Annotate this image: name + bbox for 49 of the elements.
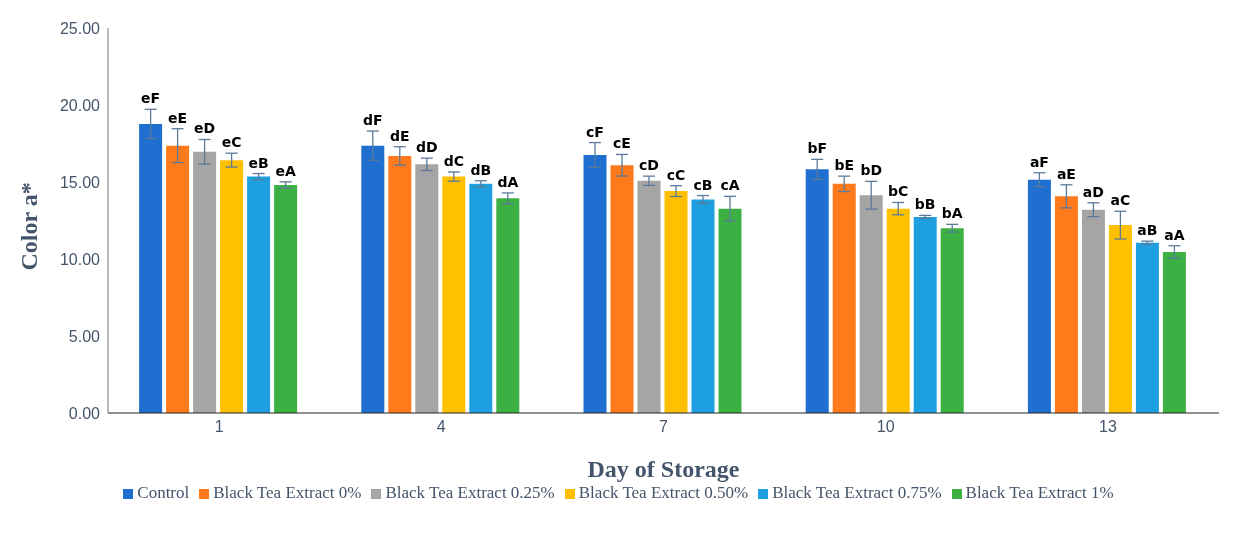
- x-tick-label: 13: [1099, 418, 1117, 436]
- data-label: dE: [390, 127, 410, 144]
- data-label: dF: [363, 112, 383, 129]
- data-label: cA: [720, 177, 740, 194]
- data-label: cE: [613, 135, 631, 152]
- legend-label: Black Tea Extract 1%: [965, 483, 1114, 502]
- x-axis-title: Day of Storage: [587, 456, 740, 482]
- data-label: cD: [639, 157, 659, 174]
- legend-label: Black Tea Extract 0.75%: [772, 483, 942, 502]
- data-label: bB: [914, 196, 936, 213]
- data-label: bE: [834, 157, 854, 174]
- data-label: bA: [941, 205, 963, 222]
- legend-label: Black Tea Extract 0.50%: [578, 483, 749, 502]
- y-tick-label: 5.00: [68, 327, 101, 345]
- data-label: eA: [275, 162, 296, 179]
- y-tick-label: 10.00: [59, 250, 101, 268]
- data-label: cC: [666, 166, 686, 183]
- data-label: aA: [1164, 226, 1185, 243]
- x-tick-label: 4: [436, 418, 446, 436]
- x-tick-label: 1: [214, 418, 224, 436]
- data-label: cF: [586, 123, 604, 140]
- data-label: aE: [1056, 165, 1076, 182]
- data-label: eE: [168, 109, 188, 126]
- data-label: bC: [888, 183, 909, 200]
- y-tick-label: 15.00: [59, 173, 101, 191]
- data-label: eF: [141, 90, 161, 107]
- data-label: dD: [415, 139, 438, 156]
- y-axis-title: Color a*: [15, 182, 42, 271]
- data-label: eB: [248, 154, 269, 171]
- x-tick-label: 7: [659, 418, 669, 436]
- data-label: eD: [194, 120, 216, 137]
- y-tick-label: 20.00: [59, 96, 101, 114]
- y-tick-label: 0.00: [68, 404, 101, 422]
- data-label: cB: [693, 176, 713, 193]
- data-label: bD: [860, 162, 883, 179]
- data-label: dA: [497, 173, 519, 190]
- data-label: aD: [1082, 183, 1104, 200]
- legend-label: Control: [137, 483, 190, 502]
- legend-label: Black Tea Extract 0%: [213, 483, 362, 502]
- x-tick-label: 10: [876, 418, 895, 436]
- data-label: bF: [807, 140, 827, 157]
- y-tick-label: 25.00: [59, 19, 101, 37]
- data-label: dB: [470, 161, 492, 178]
- data-label: eC: [221, 134, 242, 151]
- data-label: dC: [443, 152, 464, 169]
- data-label: aB: [1137, 222, 1158, 239]
- data-label: aC: [1110, 192, 1131, 209]
- legend-label: Black Tea Extract 0.25%: [385, 483, 555, 502]
- data-label: aF: [1029, 153, 1049, 170]
